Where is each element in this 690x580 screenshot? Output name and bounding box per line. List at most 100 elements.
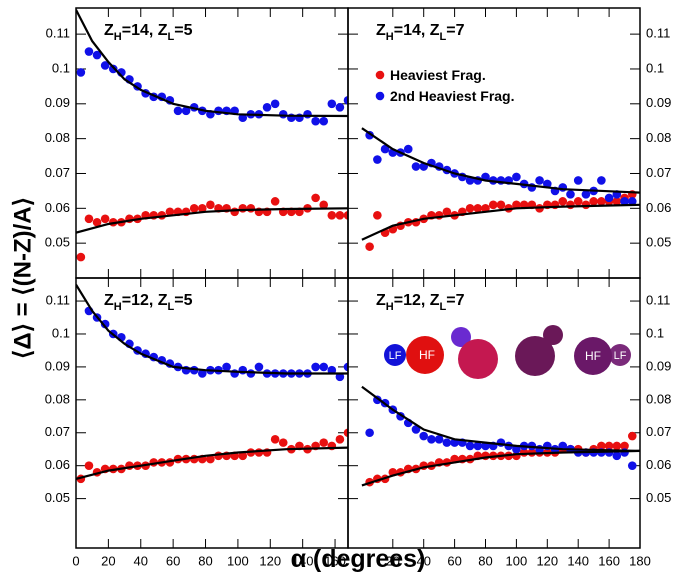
data-point [254,362,264,372]
data-point [206,200,215,210]
y-tick-label: 0.07 [45,165,70,180]
diagram-circle [406,336,444,374]
data-point [373,155,382,164]
data-point [419,431,429,441]
y-tick-label: 0.05 [646,235,671,250]
y-tick-label: 0.06 [646,200,671,215]
data-point [327,365,337,375]
y-tick-label: 0.11 [46,26,70,41]
data-point [612,451,622,461]
data-point [254,448,264,457]
data-point [612,197,622,206]
y-tick-label: 0.06 [45,200,70,215]
data-point [442,207,452,217]
title-text: =7 [446,292,464,309]
data-point [411,162,421,171]
legend-marker [375,70,385,80]
x-tick-label: 160 [324,553,346,568]
data-point [197,204,207,213]
title-subscript: L [168,301,175,313]
x-tick-label: 20 [386,553,400,568]
diagram-label: HF [585,349,601,363]
y-tick-label: 0.07 [45,424,70,439]
title-subscript: H [114,301,122,313]
data-point [365,428,374,438]
data-point [270,99,280,109]
y-tick-label: 0.09 [646,358,671,373]
y-tick-label: 0.07 [646,424,671,439]
panel: 0.05 0.06 0.07 0.08 0.09 0.1 0.11 20 40 60 80 100 12… [347,277,671,568]
data-point [365,242,374,251]
data-point [343,362,348,372]
y-tick-label: 0.11 [646,26,670,41]
title-text: =7 [446,22,464,39]
data-point [343,210,348,220]
data-point [403,144,413,154]
data-point [319,116,329,126]
legend-label: 2nd Heaviest Frag. [390,88,515,104]
data-point [238,451,248,461]
title-text: =14, Z [394,22,440,39]
x-tick-label: 60 [447,553,461,568]
data-point [238,365,248,375]
x-tick-label: 20 [101,553,115,568]
data-point [434,435,444,444]
data-point [206,454,215,464]
data-point [319,362,329,372]
data-point [84,47,94,56]
fit-curve [76,207,348,234]
data-point [604,441,614,451]
fit-curve [76,9,348,118]
x-tick-label: 60 [166,553,180,568]
fit-curve [76,284,348,375]
data-point [473,441,483,451]
x-tick-label: 160 [598,553,620,568]
x-tick-label: 100 [227,553,249,568]
x-axis-label: α (degrees) [291,545,426,573]
diagram-label: HF [419,348,435,362]
title-subscript: H [386,31,394,43]
data-point [100,61,110,70]
title-text: =5 [174,22,192,39]
legend-marker [375,91,385,101]
fit-curve [361,203,640,241]
data-point [442,438,452,447]
x-tick-label: 120 [259,553,281,568]
x-tick-label: 120 [536,553,558,568]
panel: 0.05 0.06 0.07 0.08 0.09 0.1 0.11 0 20 40 60 80 100 1… [45,277,349,568]
diagram-circle [384,344,406,366]
y-tick-label: 0.09 [646,95,671,110]
data-point [473,204,483,213]
data-point [92,217,102,227]
data-point [278,109,288,119]
panel-title: ZH=14, ZL=7 [376,22,465,43]
data-point [411,425,421,434]
diagram-circle [574,337,612,375]
data-point [278,438,288,447]
title-text: Z [104,22,114,39]
data-point [303,109,312,119]
y-tick-label: 0.06 [45,457,70,472]
x-tick-label: 40 [416,553,430,568]
data-point [262,102,272,112]
fit-curve [361,127,640,194]
data-point [327,210,337,220]
x-tick-label: 80 [198,553,212,568]
title-text: =5 [174,292,192,309]
data-point [311,116,320,126]
x-tick-label: 0 [72,553,79,568]
title-subscript: L [440,31,447,43]
diagram-circle [515,336,555,376]
data-point [189,204,199,213]
data-point [488,200,498,210]
data-point [566,190,575,199]
data-point [427,435,436,444]
title-text: =12, Z [122,292,168,309]
x-tick-label: 100 [506,553,528,568]
y-tick-label: 0.07 [646,165,671,180]
title-text: =12, Z [394,292,440,309]
data-point [343,428,348,438]
data-point [311,362,320,372]
